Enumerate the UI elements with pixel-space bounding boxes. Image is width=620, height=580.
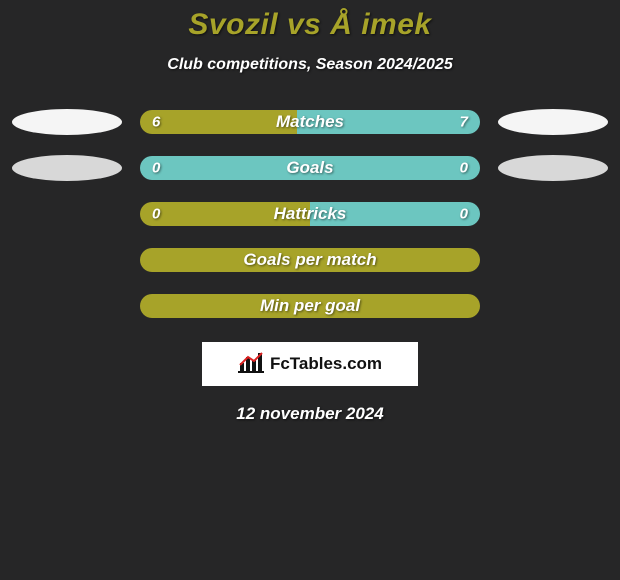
ellipse-left — [12, 155, 122, 181]
bar-segment-left — [140, 156, 310, 180]
ellipse-right — [498, 155, 608, 181]
bar-segment-left — [140, 110, 297, 134]
date-label: 12 november 2024 — [236, 404, 383, 424]
logo-box: FcTables.com — [202, 342, 418, 386]
stat-value-right: 0 — [460, 160, 468, 177]
stat-bar: Matches 6 7 — [140, 110, 480, 134]
stat-label: Goals — [286, 158, 333, 178]
logo-text: FcTables.com — [270, 354, 382, 374]
stat-value-right: 7 — [460, 114, 468, 131]
stat-row: Goals per match — [0, 248, 620, 272]
stat-label: Min per goal — [260, 296, 360, 316]
stat-row: Min per goal — [0, 294, 620, 318]
chart-icon — [238, 351, 264, 378]
stat-row: Hattricks 0 0 — [0, 202, 620, 226]
stat-label: Hattricks — [274, 204, 347, 224]
stat-bar: Goals 0 0 — [140, 156, 480, 180]
stat-bar: Goals per match — [140, 248, 480, 272]
vs-label: vs — [287, 8, 321, 41]
bar-segment-right — [310, 156, 480, 180]
stat-label: Matches — [276, 112, 344, 132]
stat-bar: Min per goal — [140, 294, 480, 318]
stat-row: Goals 0 0 — [0, 156, 620, 180]
ellipse-right — [498, 109, 608, 135]
stat-value-left: 6 — [152, 114, 160, 131]
stat-bar: Hattricks 0 0 — [140, 202, 480, 226]
stat-row: Matches 6 7 — [0, 110, 620, 134]
stat-rows: Matches 6 7 Goals 0 0 Hattricks 0 0 Goals per mat… — [0, 110, 620, 318]
player2-name: Å imek — [330, 8, 431, 41]
stat-value-left: 0 — [152, 206, 160, 223]
subtitle: Club competitions, Season 2024/2025 — [167, 56, 452, 74]
stat-value-right: 0 — [460, 206, 468, 223]
comparison-infographic: Svozil vs Å imek Club competitions, Seas… — [0, 0, 620, 424]
stat-label: Goals per match — [243, 250, 376, 270]
player1-name: Svozil — [188, 8, 278, 41]
ellipse-left — [12, 109, 122, 135]
page-title: Svozil vs Å imek — [188, 8, 431, 42]
stat-value-left: 0 — [152, 160, 160, 177]
